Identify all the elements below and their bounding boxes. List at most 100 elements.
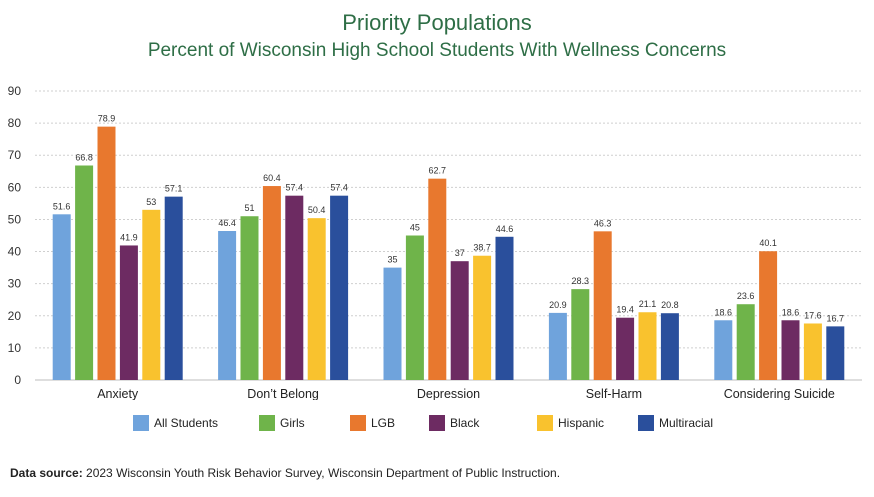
- data-label: 45: [410, 223, 420, 233]
- y-tick-label: 30: [8, 277, 22, 291]
- data-label: 18.6: [782, 307, 800, 317]
- y-tick-label: 50: [8, 212, 22, 226]
- y-tick-label: 60: [8, 180, 22, 194]
- bar: [781, 320, 800, 380]
- legend-item: Hispanic: [537, 415, 604, 431]
- data-label: 60.4: [263, 173, 281, 183]
- bar: [240, 216, 259, 380]
- legend-swatch: [259, 415, 275, 431]
- bar: [285, 195, 304, 380]
- data-label: 44.6: [496, 224, 514, 234]
- bar: [164, 196, 183, 380]
- bar: [119, 245, 138, 380]
- bar: [383, 267, 402, 380]
- bar: [803, 323, 822, 380]
- y-tick-label: 90: [8, 84, 22, 98]
- data-label: 21.1: [639, 299, 657, 309]
- data-label: 46.4: [218, 218, 236, 228]
- bar: [75, 165, 94, 380]
- y-tick-label: 80: [8, 116, 22, 130]
- bar: [638, 312, 657, 380]
- data-label: 17.6: [804, 310, 822, 320]
- data-label: 35: [387, 255, 397, 265]
- data-source-note: Data source: 2023 Wisconsin Youth Risk B…: [10, 466, 560, 480]
- bar: [473, 255, 492, 380]
- data-label: 41.9: [120, 232, 138, 242]
- legend-label: LGB: [371, 416, 396, 430]
- data-label: 57.1: [165, 184, 183, 194]
- legend-swatch: [429, 415, 445, 431]
- legend-swatch: [638, 415, 654, 431]
- legend-swatch: [133, 415, 149, 431]
- legend-label: Hispanic: [558, 416, 605, 430]
- legend-swatch: [537, 415, 553, 431]
- bar: [428, 178, 447, 380]
- data-source-text: 2023 Wisconsin Youth Risk Behavior Surve…: [82, 466, 561, 480]
- legend-label: Black: [450, 416, 480, 430]
- bar: [548, 312, 567, 380]
- data-label: 78.9: [98, 114, 116, 124]
- x-tick-label: Considering Suicide: [724, 387, 835, 400]
- bar: [571, 289, 590, 380]
- data-label: 66.8: [75, 152, 93, 162]
- data-label: 37: [455, 248, 465, 258]
- bar: [450, 261, 469, 380]
- data-label: 18.6: [715, 307, 733, 317]
- bar: [218, 231, 237, 380]
- y-tick-label: 10: [8, 341, 22, 355]
- data-label: 19.4: [616, 305, 634, 315]
- bar: [495, 236, 514, 380]
- legend-item: All Students: [133, 415, 218, 431]
- data-label: 40.1: [759, 238, 777, 248]
- data-label: 53: [146, 197, 156, 207]
- x-tick-label: Don’t Belong: [247, 387, 319, 400]
- legend-label: All Students: [154, 416, 219, 430]
- legend-swatch: [350, 415, 366, 431]
- bar-chart: 0 10 20 30 40 50 60 70 80 90 51.6 66.8 78.9 41.9 53 57.…: [8, 84, 862, 400]
- data-label: 46.3: [594, 218, 612, 228]
- data-label: 51.6: [53, 201, 71, 211]
- data-label: 28.3: [572, 276, 590, 286]
- data-label: 57.4: [286, 183, 304, 193]
- chart-subtitle: Percent of Wisconsin High School Student…: [147, 40, 727, 61]
- data-source-label: Data source:: [10, 466, 83, 480]
- y-tick-label: 70: [8, 148, 22, 162]
- legend-item: LGB: [350, 415, 395, 431]
- bar: [660, 313, 679, 380]
- x-tick-label: Anxiety: [97, 387, 139, 400]
- legend-item: Black: [429, 415, 479, 431]
- bar: [262, 186, 281, 380]
- data-label: 51: [244, 203, 254, 213]
- y-tick-label: 40: [8, 245, 22, 259]
- legend-label: Girls: [280, 416, 305, 430]
- data-label: 20.8: [661, 300, 679, 310]
- data-label: 50.4: [308, 205, 326, 215]
- x-tick-label: Self-Harm: [586, 387, 642, 400]
- legend-label: Multiracial: [659, 416, 714, 430]
- bar: [142, 209, 161, 380]
- x-tick-label: Depression: [417, 387, 480, 400]
- bar: [307, 218, 326, 380]
- data-label: 16.7: [827, 313, 845, 323]
- bar: [97, 126, 116, 380]
- data-label: 62.7: [429, 166, 447, 176]
- legend-item: Girls: [259, 415, 305, 431]
- bar: [736, 304, 755, 380]
- bar: [330, 195, 349, 380]
- chart-title: Priority Populations: [342, 10, 532, 35]
- data-label: 23.6: [737, 291, 755, 301]
- bar: [826, 326, 845, 380]
- bar: [593, 231, 612, 380]
- bar: [52, 214, 71, 380]
- data-label: 57.4: [330, 183, 348, 193]
- y-tick-label: 20: [8, 309, 22, 323]
- bar: [616, 317, 635, 380]
- data-label: 20.9: [549, 300, 567, 310]
- y-tick-label: 0: [14, 373, 21, 387]
- bar: [714, 320, 733, 380]
- legend-item: Multiracial: [638, 415, 713, 431]
- data-label: 38.7: [473, 243, 491, 253]
- chart-legend: All Students Girls LGB Black Hispanic Multira…: [0, 415, 874, 435]
- bar: [759, 251, 778, 380]
- bar: [405, 235, 424, 380]
